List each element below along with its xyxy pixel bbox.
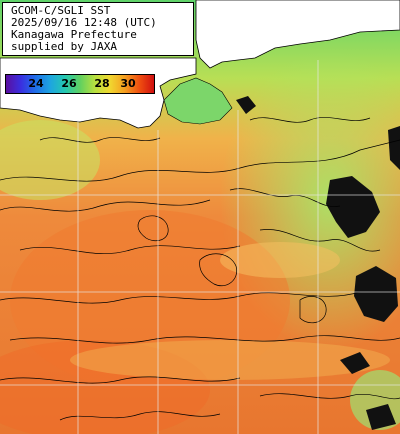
- cloud-mask: [366, 404, 396, 430]
- cloud-mask: [236, 96, 256, 114]
- colorbar: 24 26 28 30: [5, 74, 155, 94]
- info-credit: supplied by JAXA: [11, 40, 117, 53]
- cloud-mask: [388, 126, 400, 170]
- lat-lon-grid: [0, 60, 400, 434]
- colorbar-tick: 26: [61, 77, 77, 90]
- cool-band: [0, 120, 100, 200]
- info-region: Kanagawa Prefecture: [11, 28, 137, 41]
- sst-contours: [0, 117, 400, 421]
- cool-band: [70, 340, 390, 380]
- colorbar-tick: 30: [120, 77, 136, 90]
- bay-water: [163, 77, 233, 125]
- cool-band: [220, 242, 340, 278]
- cloud-mask: [340, 352, 370, 374]
- colorbar-tick: 28: [94, 77, 110, 90]
- cloud-mask: [354, 266, 398, 322]
- info-box: GCOM-C/SGLI SST 2025/09/16 12:48 (UTC) K…: [2, 2, 194, 56]
- colorbar-tick: 24: [28, 77, 44, 90]
- info-title: GCOM-C/SGLI SST: [11, 4, 111, 17]
- info-datetime: 2025/09/16 12:48 (UTC): [11, 16, 157, 29]
- cloud-mask: [326, 176, 380, 238]
- land-area: [195, 0, 400, 69]
